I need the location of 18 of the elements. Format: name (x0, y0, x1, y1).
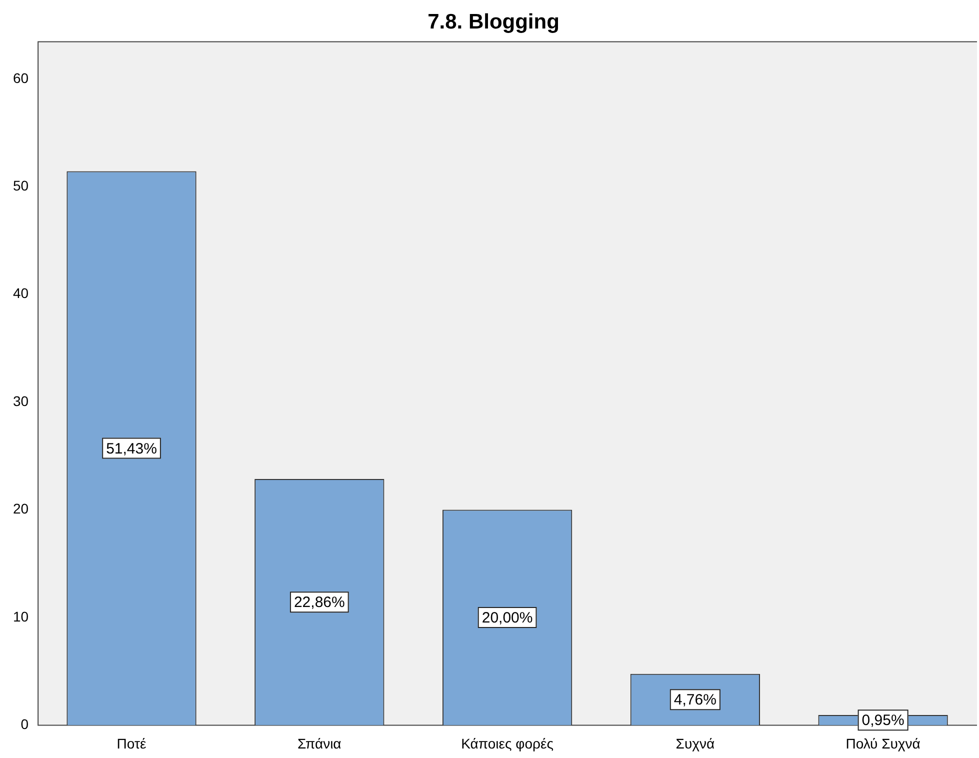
data-label: 51,43% (106, 440, 157, 458)
data-label: 4,76% (674, 692, 716, 709)
y-tick-label: 30 (12, 392, 29, 409)
data-label: 20,00% (482, 610, 533, 627)
data-label: 0,95% (862, 712, 904, 730)
y-tick-label: 20 (12, 500, 29, 517)
x-tick-label: Συχνά (676, 735, 715, 752)
data-label: 22,86% (294, 594, 345, 612)
x-tick-label: Πολύ Συχνά (846, 735, 920, 752)
x-tick-label: Κάποιες φορές (461, 735, 554, 752)
y-tick-label: 0 (20, 716, 29, 732)
x-tick-label: Σπάνια (298, 735, 342, 752)
chart-title: 7.8. Blogging (428, 10, 560, 34)
y-tick-label: 60 (12, 70, 29, 86)
x-tick-label: Ποτέ (116, 735, 146, 752)
y-tick-label: 10 (12, 608, 29, 624)
y-tick-label: 40 (12, 285, 29, 302)
y-tick-label: 50 (12, 177, 29, 194)
